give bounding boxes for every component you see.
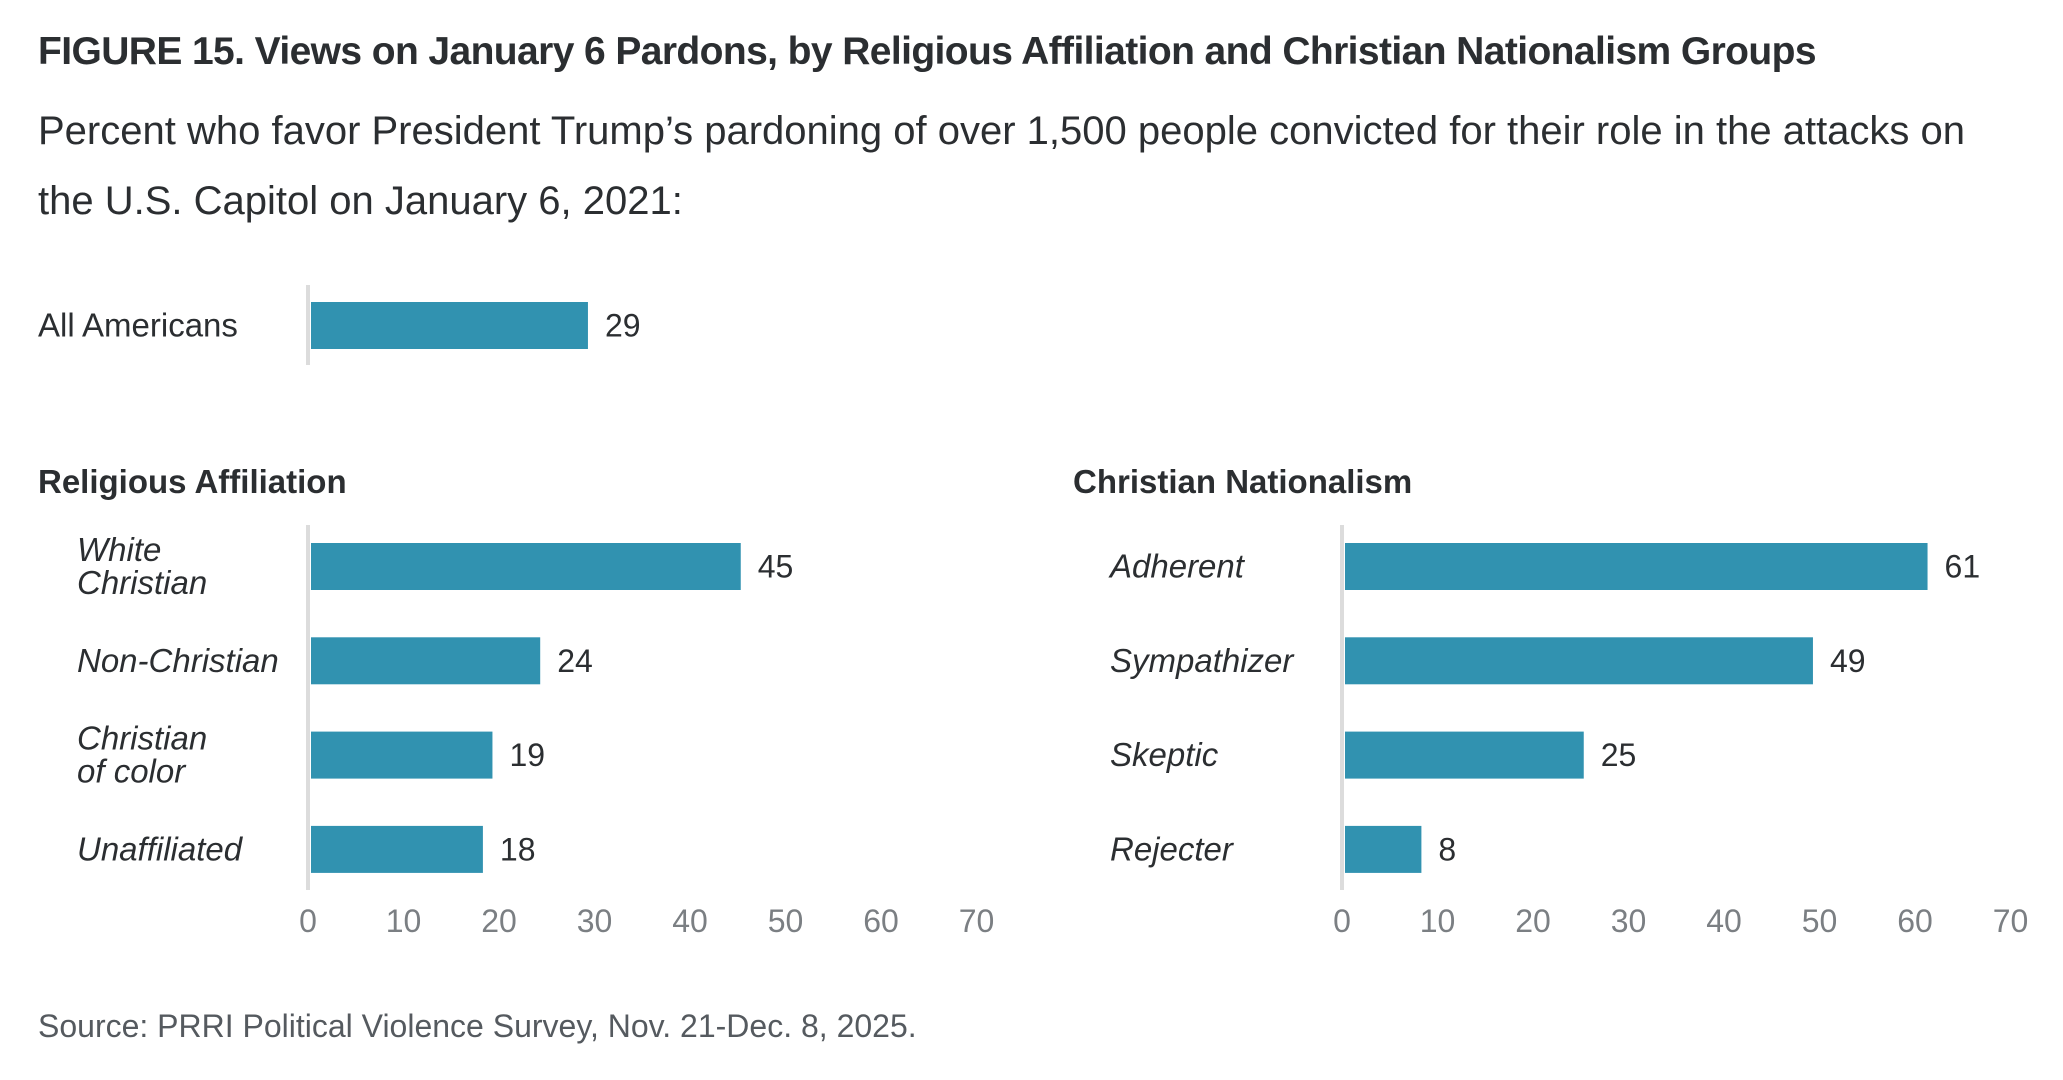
figure-title: FIGURE 15. Views on January 6 Pardons, b… [38, 30, 1817, 73]
x-tick-label-right-30: 30 [1611, 903, 1647, 939]
x-tick-label-right-0: 0 [1333, 903, 1351, 939]
bar-right-2 [1345, 731, 1584, 779]
data-label-right-3: 8 [1438, 831, 1456, 867]
data-label-right-0: 61 [1945, 549, 1981, 585]
data-label-left-1: 24 [557, 643, 593, 679]
data-label-overall-0: 29 [605, 308, 641, 344]
x-tick-label-right-60: 60 [1897, 903, 1933, 939]
category-label-left-3: Unaffiliated [77, 830, 244, 867]
x-tick-label-left-70: 70 [959, 903, 995, 939]
category-label-right-3: Rejecter [1110, 830, 1235, 867]
data-label-left-2: 19 [509, 737, 545, 773]
category-label-right-0: Adherent [1108, 548, 1246, 585]
category-label-left-0: White Christian [77, 531, 207, 601]
x-tick-label-right-10: 10 [1420, 903, 1456, 939]
x-tick-label-left-50: 50 [768, 903, 804, 939]
x-tick-label-right-40: 40 [1706, 903, 1742, 939]
bar-overall-0 [311, 302, 588, 349]
category-label-left-1: Non-Christian [77, 642, 279, 679]
data-label-left-3: 18 [500, 831, 536, 867]
section-title-right: Christian Nationalism [1073, 463, 1412, 500]
bar-right-0 [1345, 543, 1928, 590]
category-label-right-1: Sympathizer [1110, 642, 1295, 679]
section-title-left: Religious Affiliation [38, 463, 347, 500]
x-tick-label-left-60: 60 [863, 903, 899, 939]
category-label-overall-0: All Americans [38, 307, 238, 344]
bar-left-1 [311, 637, 541, 685]
bar-right-1 [1345, 637, 1813, 685]
x-tick-label-left-30: 30 [577, 903, 613, 939]
data-label-right-1: 49 [1830, 643, 1866, 679]
x-tick-label-right-50: 50 [1802, 903, 1838, 939]
x-tick-label-left-10: 10 [386, 903, 422, 939]
x-tick-label-left-40: 40 [672, 903, 708, 939]
bar-left-0 [311, 543, 741, 590]
source-note: Source: PRRI Political Violence Survey, … [38, 1008, 917, 1044]
data-label-right-2: 25 [1601, 737, 1637, 773]
figure-subtitle: Percent who favor President Trump’s pard… [38, 109, 1966, 223]
data-label-left-0: 45 [758, 549, 794, 585]
x-tick-label-right-70: 70 [1993, 903, 2029, 939]
bar-left-2 [311, 731, 493, 779]
category-label-left-2: Christian of color [77, 720, 207, 790]
bar-left-3 [311, 825, 483, 873]
x-tick-label-left-20: 20 [481, 903, 517, 939]
x-tick-label-right-20: 20 [1515, 903, 1551, 939]
bar-right-3 [1345, 825, 1422, 873]
category-label-right-2: Skeptic [1110, 736, 1219, 773]
x-tick-label-left-0: 0 [299, 903, 317, 939]
